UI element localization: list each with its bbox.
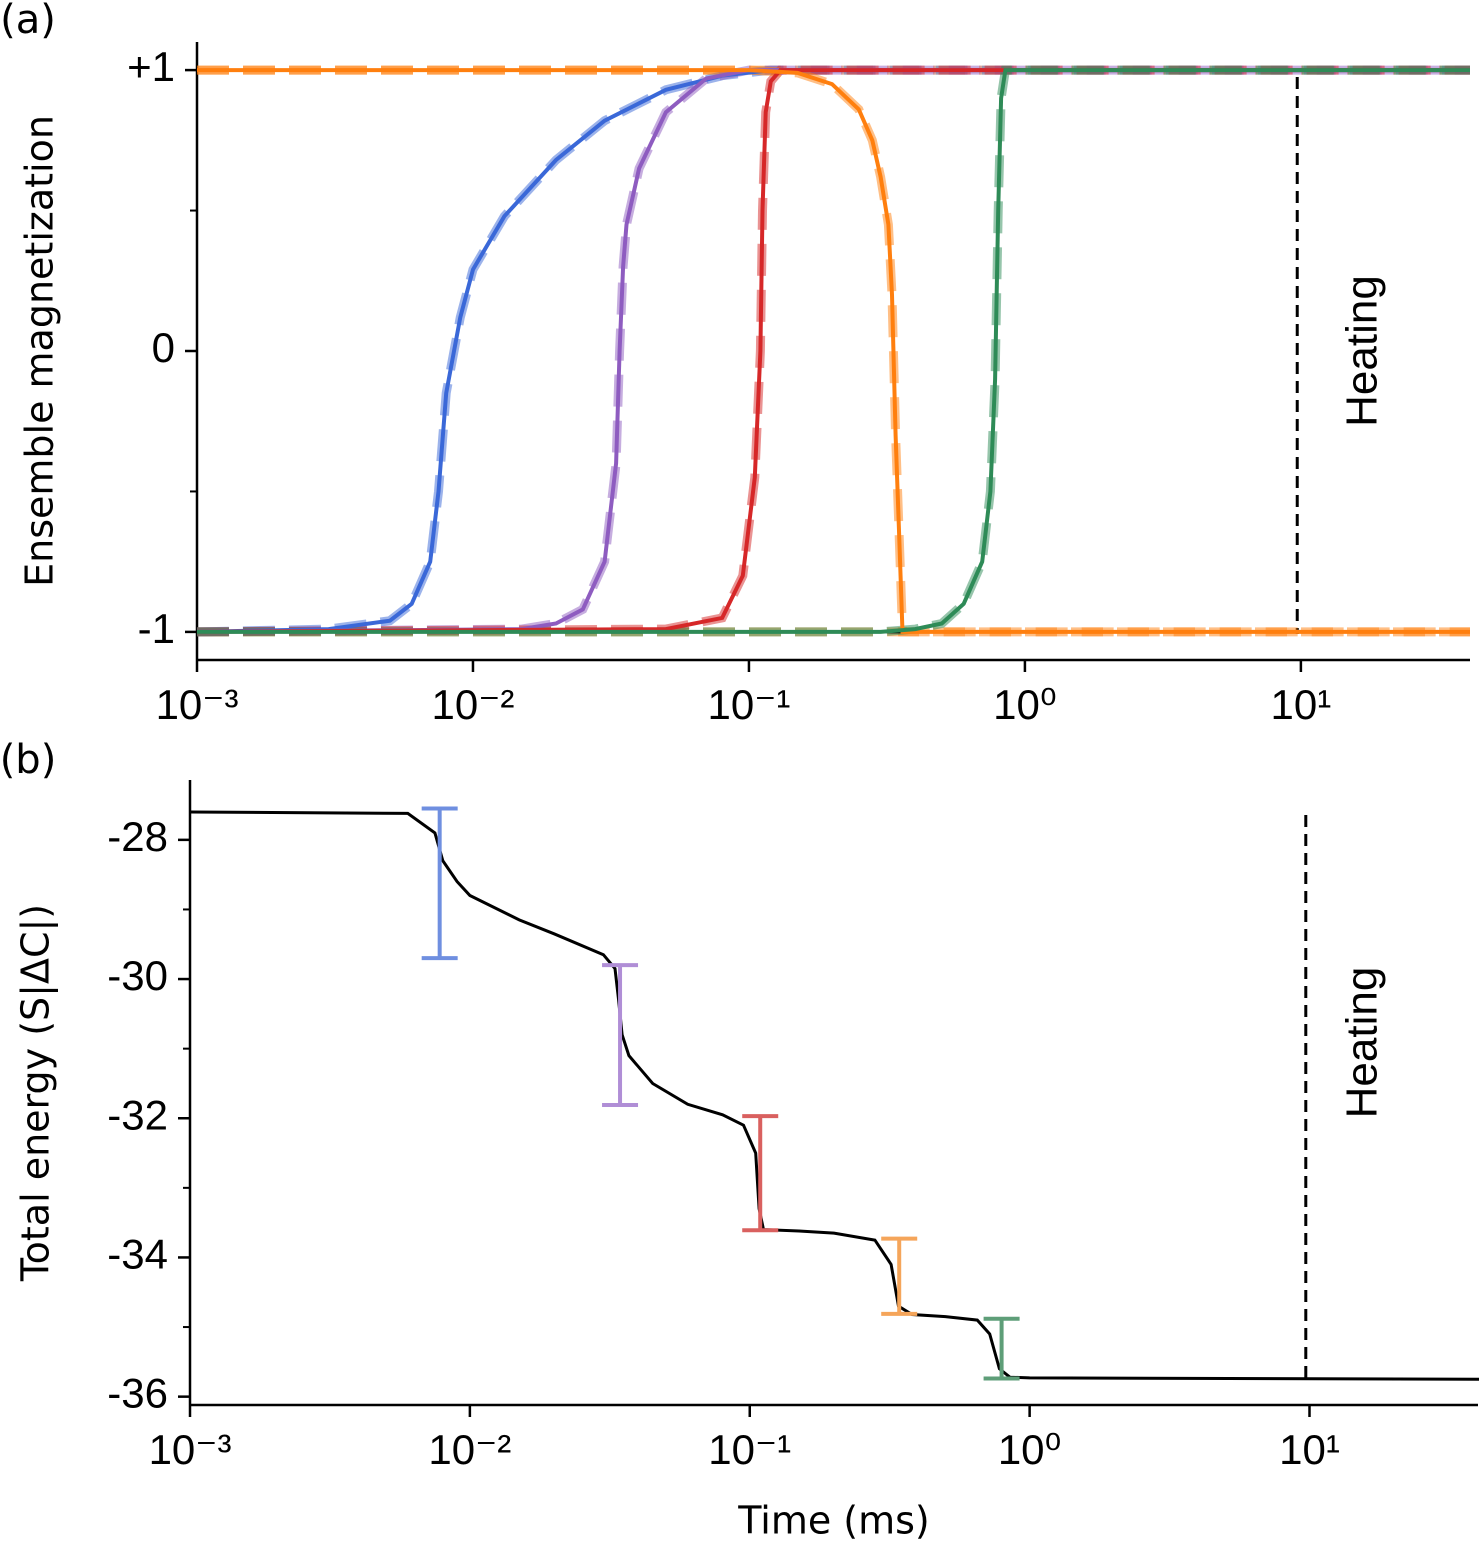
x-tick-label: 10¹ <box>1279 1426 1340 1473</box>
data-line <box>189 810 1479 1381</box>
data-line <box>196 68 1470 634</box>
x-tick-label: 10⁻³ <box>149 1426 232 1473</box>
y-axis-label: Total energy (S|ΔC|) <box>14 904 59 1282</box>
x-tick-label: 10⁻² <box>428 1426 511 1473</box>
y-tick-label: -32 <box>107 1091 168 1138</box>
data-line <box>197 68 1470 634</box>
y-tick-label: -28 <box>107 813 168 860</box>
fit-line <box>197 65 1470 637</box>
data-line <box>196 68 1470 634</box>
x-tick-label: 10⁻¹ <box>708 1426 791 1473</box>
y-tick-label: -30 <box>107 952 168 999</box>
panel-label: (b) <box>0 737 56 783</box>
x-tick-label: 10¹ <box>1271 681 1332 728</box>
fit-line <box>196 65 1470 637</box>
y-axis-label: Ensemble magnetization <box>18 115 62 587</box>
y-tick-label: -34 <box>107 1231 168 1278</box>
annotation: Heating <box>1338 967 1387 1119</box>
data-line <box>197 68 1470 634</box>
y-tick-label: 0 <box>152 324 175 371</box>
fit-line <box>197 65 1470 637</box>
fit-line <box>196 65 1470 637</box>
x-axis-label: Time (ms) <box>737 1499 930 1543</box>
annotation: Heating <box>1338 275 1387 427</box>
x-tick-label: 10⁻¹ <box>708 681 791 728</box>
x-tick-label: 10⁰ <box>993 681 1057 728</box>
x-tick-label: 10⁻³ <box>156 681 239 728</box>
data-line <box>196 68 1470 634</box>
x-tick-label: 10⁰ <box>998 1426 1062 1473</box>
y-tick-label: -36 <box>107 1370 168 1417</box>
x-tick-label: 10⁻² <box>432 681 515 728</box>
y-tick-label: +1 <box>127 43 175 90</box>
fit-line <box>196 65 1470 637</box>
panel-label: (a) <box>0 0 56 43</box>
y-tick-label: -1 <box>138 605 175 652</box>
